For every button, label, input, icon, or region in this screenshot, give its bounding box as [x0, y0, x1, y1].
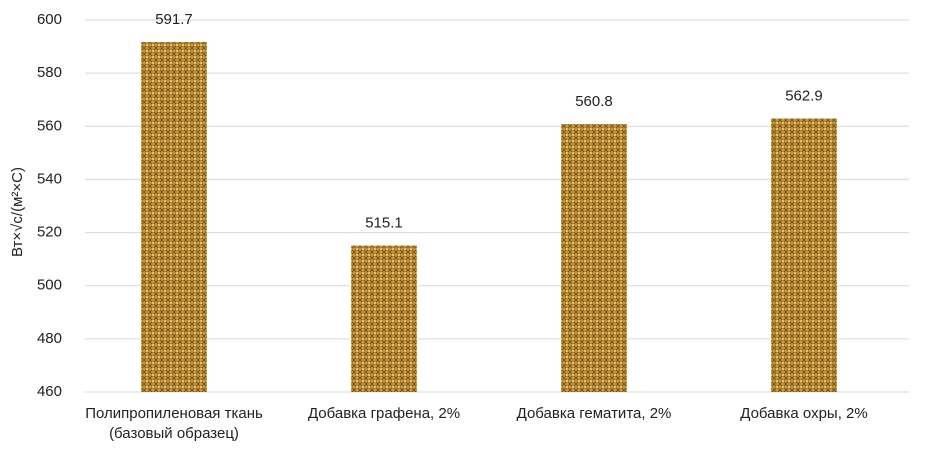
- data-label: 591.7: [155, 11, 193, 28]
- data-label: 560.8: [575, 93, 613, 110]
- y-tick-label: 600: [37, 11, 62, 28]
- bar: [351, 245, 417, 392]
- y-tick-label: 580: [37, 64, 62, 81]
- y-axis-title: Вт×√с/(м²×С): [9, 167, 26, 257]
- y-tick-label: 520: [37, 224, 62, 241]
- x-tick-label: Добавка охры, 2%: [740, 405, 868, 422]
- y-tick-label: 540: [37, 170, 62, 187]
- bar: [771, 118, 837, 392]
- x-tick-label: Полипропиленовая ткань (базовый образец): [85, 405, 263, 442]
- y-tick-label: 560: [37, 117, 62, 134]
- x-tick-label: Добавка гематита, 2%: [516, 405, 672, 422]
- data-label: 515.1: [365, 215, 403, 232]
- y-tick-label: 500: [37, 277, 62, 294]
- data-label: 562.9: [785, 88, 823, 105]
- x-tick-label: Добавка графена, 2%: [307, 405, 461, 422]
- y-tick-label: 480: [37, 330, 62, 347]
- bar: [561, 124, 627, 392]
- bar: [141, 42, 207, 392]
- y-tick-label: 460: [37, 383, 62, 400]
